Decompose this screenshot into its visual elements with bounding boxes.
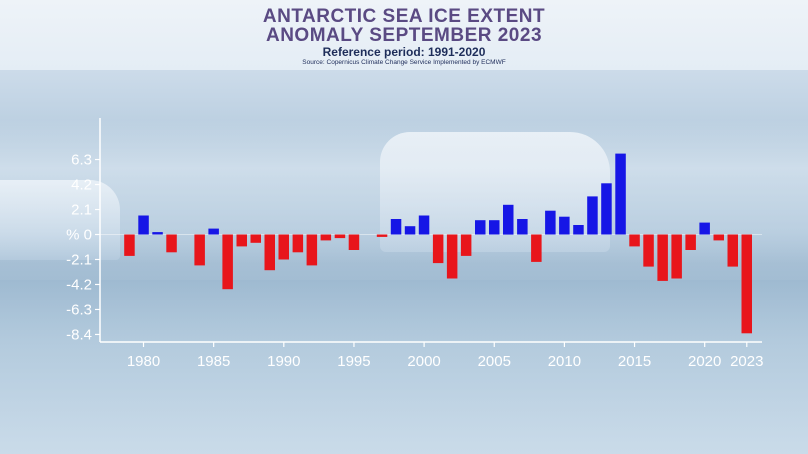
header-panel: ANTARCTIC SEA ICE EXTENT ANOMALY SEPTEMB… xyxy=(0,0,808,70)
bar-1986 xyxy=(222,234,233,290)
bar-1985 xyxy=(208,228,219,235)
x-tick-label: 2020 xyxy=(688,353,721,370)
bar-2003 xyxy=(460,234,472,256)
bar-1979 xyxy=(124,234,135,256)
bar-2010 xyxy=(559,216,570,235)
bar-2017 xyxy=(657,234,668,281)
bar-1998 xyxy=(390,219,402,235)
bar-2004 xyxy=(475,220,486,235)
bar-1981 xyxy=(152,232,163,235)
y-tick-label: 2.1 xyxy=(71,202,92,219)
bar-2011 xyxy=(573,225,584,235)
bar-1997 xyxy=(376,234,388,237)
background-sea xyxy=(0,280,808,454)
bar-2022 xyxy=(727,234,738,267)
bar-2006 xyxy=(503,204,514,235)
bar-1990 xyxy=(278,234,289,260)
bar-1999 xyxy=(404,226,416,235)
y-tick-label: -4.2 xyxy=(66,276,92,293)
y-tick-label: 6.3 xyxy=(71,152,92,169)
bar-2009 xyxy=(545,210,556,235)
bar-2016 xyxy=(643,234,654,267)
bar-2019 xyxy=(685,234,696,250)
bar-1992 xyxy=(306,234,318,266)
y-tick-label: -8.4 xyxy=(66,326,92,343)
bar-2018 xyxy=(671,234,682,279)
x-tick-label: 2015 xyxy=(618,353,651,370)
y-tick-label: -2.1 xyxy=(66,251,92,268)
bar-1987 xyxy=(236,234,247,247)
bar-2014 xyxy=(615,153,626,235)
bar-1995 xyxy=(348,234,360,250)
x-tick-label: 2010 xyxy=(548,353,581,370)
bar-2012 xyxy=(587,196,598,235)
bar-2008 xyxy=(531,234,542,262)
x-tick-label: 1995 xyxy=(337,353,370,370)
x-tick-label: 1980 xyxy=(127,353,160,370)
bar-2023 xyxy=(741,234,752,334)
bar-2005 xyxy=(489,220,500,235)
bar-1989 xyxy=(264,234,275,271)
title-line1: ANTARCTIC SEA ICE EXTENT xyxy=(262,6,546,27)
subtitle: Reference period: 1991-2020 xyxy=(322,45,486,59)
y-tick-label: -6.3 xyxy=(66,301,92,318)
bar-1984 xyxy=(194,234,205,266)
x-tick-label: 2023 xyxy=(730,353,763,370)
bar-1994 xyxy=(334,234,346,239)
y-tick-label: 4.2 xyxy=(71,177,92,194)
source-note: Source: Copernicus Climate Change Servic… xyxy=(302,59,506,66)
bar-1980 xyxy=(138,215,149,235)
bar-2001 xyxy=(432,234,444,264)
y-tick-label: % 0 xyxy=(66,227,92,244)
bar-2015 xyxy=(629,234,640,247)
bar-2002 xyxy=(446,234,458,279)
bar-1993 xyxy=(320,234,332,241)
x-tick-label: 2005 xyxy=(478,353,511,370)
bar-2021 xyxy=(713,234,724,241)
bar-2020 xyxy=(699,222,710,235)
x-tick-label: 2000 xyxy=(407,353,440,370)
x-tick-label: 1990 xyxy=(267,353,300,370)
title-line2: ANOMALY SEPTEMBER 2023 xyxy=(265,25,543,46)
bar-2007 xyxy=(517,219,528,235)
bar-1991 xyxy=(292,234,304,253)
bar-1982 xyxy=(166,234,177,253)
bar-2013 xyxy=(601,183,612,235)
bar-2000 xyxy=(418,215,430,235)
bar-1988 xyxy=(250,234,261,243)
x-tick-label: 1985 xyxy=(197,353,230,370)
